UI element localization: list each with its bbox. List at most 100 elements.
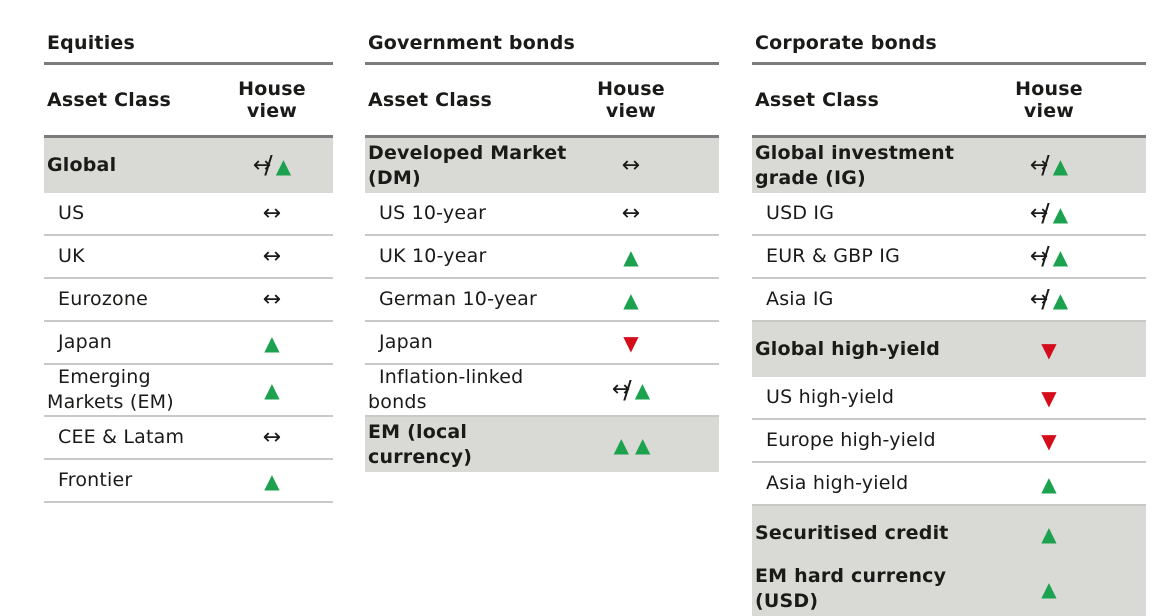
house-view-cell: ▲ [211,380,333,400]
government-bonds-table: Government bonds Asset Class House view … [365,30,719,472]
down-triangle-icon: ▼ [623,330,639,355]
up-triangle-icon: ▲ [264,378,280,402]
slash-icon: / [1041,198,1050,227]
asset-class-label: Inflation-linked bonds [368,366,524,413]
neutral-arrow-icon: ↔ [621,152,641,178]
table-row: Global high-yield ▼ [752,322,1146,377]
up-triangle-icon: ▲ [264,330,280,355]
asset-class-label: Japan [379,331,433,353]
neutral-to-up-icon: ↔ / ▲ [1029,241,1068,270]
asset-class-label: US [58,202,85,224]
table-header-row: Asset Class House view [365,65,719,135]
up-triangle-icon: ▲ [1052,287,1069,312]
house-view-cell: ↔ [570,202,692,225]
asset-class-label: Asia high-yield [766,472,909,494]
double-up-icon: ▲ ▲ [612,435,651,455]
up-triangle-icon: ▲ [623,244,639,269]
neutral-to-up-icon: ↔ / ▲ [1030,150,1069,179]
asset-class-label: Asia IG [766,288,834,310]
house-view-cell: ↔ / ▲ [211,150,333,179]
up-triangle-icon: ▲ [1041,521,1057,546]
table-body: Global investment grade (IG) ↔ / ▲ USD IG ↔ / ▲… [752,138,1146,616]
divider [752,62,1146,65]
asset-class-label: US high-yield [766,386,895,408]
slash-icon: / [1041,284,1050,313]
equities-table: Equities Asset Class House view Global ↔ /… [44,30,333,503]
asset-class-label: EM hard currency (USD) [755,564,947,612]
table-row: EM hard currency (USD) ▲ [752,561,1146,616]
house-view-cell: ↔ / ▲ [988,284,1110,313]
neutral-arrow-icon: ↔ [262,424,282,450]
house-view-cell: ▲ [570,290,692,310]
up-triangle-icon: ▲ [264,468,280,493]
table-body: Developed Market (DM) ↔ US 10-year ↔ UK 10-y… [365,138,719,472]
slash-icon: / [1041,150,1050,179]
neutral-arrow-icon: ↔ [1029,200,1049,226]
neutral-arrow-icon: ↔ [262,286,282,312]
up-triangle-icon: ▲ [634,378,651,402]
neutral-arrow-icon: ↔ [262,243,282,269]
up-triangle-icon: ▲ [1052,153,1069,178]
slash-icon: / [264,150,273,179]
table-row: Global investment grade (IG) ↔ / ▲ [752,138,1146,193]
table-row: UK ↔ [44,236,333,279]
asset-class-label: UK 10-year [379,245,487,267]
table-title: Corporate bonds [755,32,937,54]
house-view-cell: ▼ [988,388,1110,408]
table-row: EM (local currency) ▲ ▲ [365,417,719,472]
slash-icon: / [623,374,632,404]
divider [44,62,333,65]
asset-class-label: Global high-yield [755,338,941,360]
house-view-cell: ▼ [988,431,1110,451]
up-triangle-icon: ▲ [623,287,639,312]
table-row: EUR & GBP IG ↔ / ▲ [752,236,1146,279]
neutral-arrow-icon: ↔ [1029,286,1049,312]
divider [752,135,1146,138]
up-triangle-icon: ▲ [613,432,629,457]
asset-class-label: Eurozone [58,288,148,310]
table-row: UK 10-year ▲ [365,236,719,279]
house-view-cell: ▲ [570,247,692,267]
house-view-cell: ↔ [211,286,333,312]
table-row: US ↔ [44,193,333,236]
house-view-cell: ↔ [211,424,333,450]
table-row: Japan ▲ [44,322,333,365]
corporate-bonds-table: Corporate bonds Asset Class House view G… [752,30,1146,616]
table-row: USD IG ↔ / ▲ [752,193,1146,236]
table-row: German 10-year ▲ [365,279,719,322]
asset-class-label: CEE & Latam [58,426,185,448]
table-row: Global ↔ / ▲ [44,138,333,193]
slash-icon: / [1041,241,1050,270]
asset-class-label: German 10-year [379,288,538,310]
asset-class-label: Japan [58,331,112,353]
table-row: Europe high-yield ▼ [752,420,1146,463]
asset-class-label: Global investment grade (IG) [755,141,955,189]
table-row: Inflation-linked bonds ↔ / ▲ [365,365,719,417]
asset-class-label: UK [58,245,85,267]
asset-class-label: Frontier [58,469,133,491]
house-view-cell: ↔ / ▲ [988,150,1110,179]
house-view-cell: ▲ [211,333,333,353]
divider [365,62,719,65]
asset-class-label: EUR & GBP IG [766,245,900,267]
column-header-asset-class: Asset Class [47,89,172,111]
neutral-arrow-icon: ↔ [252,152,272,178]
table-header-row: Asset Class House view [44,65,333,135]
down-triangle-icon: ▼ [1041,337,1057,362]
table-row: Eurozone ↔ [44,279,333,322]
up-triangle-icon: ▲ [635,432,651,457]
down-triangle-icon: ▼ [1041,428,1057,453]
table-row: CEE & Latam ↔ [44,417,333,460]
table-row: US 10-year ↔ [365,193,719,236]
house-view-cell: ↔ [211,243,333,269]
table-row: US high-yield ▼ [752,377,1146,420]
neutral-arrow-icon: ↔ [262,200,282,226]
asset-class-label: EM (local currency) [368,420,473,468]
house-view-cell: ↔ / ▲ [570,374,692,404]
neutral-arrow-icon: ↔ [1029,243,1049,269]
table-row: Developed Market (DM) ↔ [365,138,719,193]
table-row: Japan ▼ [365,322,719,365]
asset-class-label: Europe high-yield [766,429,936,451]
divider [44,135,333,138]
neutral-to-up-icon: ↔ / ▲ [252,150,291,179]
